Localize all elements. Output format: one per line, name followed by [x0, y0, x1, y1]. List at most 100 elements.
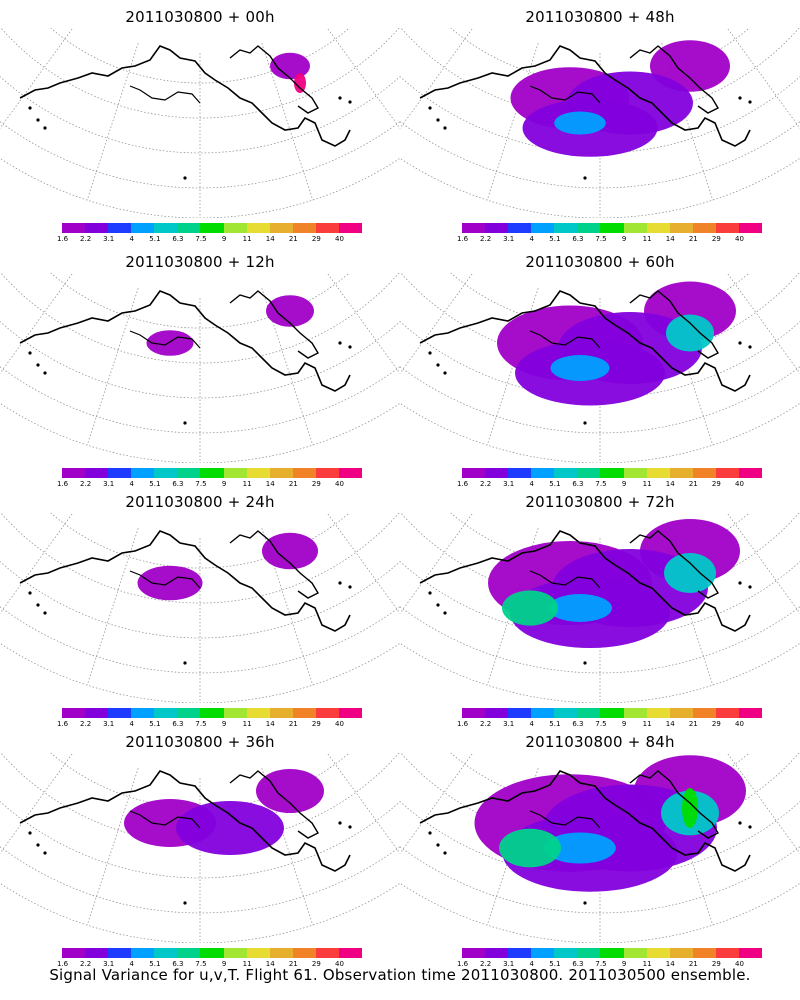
colorbar-label: 6.3 [172, 235, 184, 243]
colorbar-label: 29 [711, 480, 721, 488]
colorbar-label: 9 [221, 960, 227, 968]
island-marker [748, 345, 752, 349]
colorbar-label: 7.5 [595, 480, 607, 488]
colorbar-label: 2.2 [80, 960, 92, 968]
colorbar-swatch [62, 223, 86, 233]
colorbar-label: 4 [129, 960, 134, 968]
coastline [19, 290, 351, 392]
variance-shading [146, 295, 314, 356]
latitude-gridline [0, 513, 400, 604]
longitude-gridline [0, 273, 74, 374]
colorbar-swatch [600, 468, 624, 478]
colorbar-label: 6.3 [172, 480, 184, 488]
latitude-gridline [400, 846, 800, 914]
island-marker [348, 825, 352, 829]
colorbar-label: 9 [621, 235, 627, 243]
colorbar-label: 6.3 [172, 960, 184, 968]
latitude-gridline [450, 28, 750, 84]
colorbar-label: 40 [334, 720, 344, 728]
colorbar-labels: 1.6 2.2 3.1 4 5.1 6.3 7.5 9 11 14 21 29 40 [452, 720, 772, 730]
colorbar-label: 29 [311, 235, 321, 243]
colorbar-swatch [269, 223, 293, 233]
map-panel: 2011030800 + 72h 1.6 2.2 3.1 4 5.1 6.3 7.5 9 11 14… [400, 485, 800, 730]
colorbar [62, 948, 363, 958]
colorbar-swatch [600, 223, 624, 233]
colorbar-label: 29 [311, 960, 321, 968]
colorbar-label: 14 [665, 480, 675, 488]
island-marker [738, 581, 742, 585]
island-marker [436, 843, 440, 847]
longitude-gridline [400, 753, 438, 793]
longitude-gridline [400, 28, 438, 68]
colorbar-label: 40 [334, 480, 344, 488]
polar-map [0, 753, 400, 943]
colorbar-label: 2.2 [80, 720, 92, 728]
colorbar-labels: 1.6 2.2 3.1 4 5.1 6.3 7.5 9 11 14 21 29 40 [52, 235, 372, 245]
colorbar-swatch [292, 948, 316, 958]
colorbar-swatch [200, 708, 224, 718]
variance-contour [554, 111, 606, 135]
map-panel: 2011030800 + 12h 1.6 2.2 3.1 4 5.1 6.3 7.5 9 11 14… [0, 245, 400, 490]
colorbar-label: 7.5 [195, 480, 207, 488]
island-marker [428, 106, 432, 110]
colorbar-label: 11 [242, 480, 252, 488]
colorbar-swatch [692, 948, 716, 958]
colorbar-label: 3.1 [103, 480, 115, 488]
colorbar-label: 5.1 [149, 960, 161, 968]
colorbar-swatch [531, 468, 555, 478]
colorbar-label: 4 [529, 720, 534, 728]
variance-contour [548, 594, 612, 622]
colorbar-label: 5.1 [549, 720, 561, 728]
coastline [129, 330, 201, 349]
latitude-gridline [450, 513, 750, 569]
longitude-gridline [486, 288, 539, 446]
colorbar-swatch [715, 223, 739, 233]
colorbar-swatch [485, 948, 509, 958]
polar-map [0, 273, 400, 463]
island-marker [183, 901, 187, 905]
longitude-gridline [486, 528, 539, 686]
longitude-gridline [261, 528, 314, 686]
latitude-gridline [0, 75, 400, 154]
colorbar-swatch [269, 708, 293, 718]
island-marker [338, 96, 342, 100]
coastline [229, 45, 319, 114]
variance-shading [270, 52, 310, 93]
colorbar-swatch [577, 468, 601, 478]
colorbar-label: 4 [129, 720, 134, 728]
colorbar [462, 708, 763, 718]
island-marker [738, 96, 742, 100]
island-marker [43, 126, 47, 130]
colorbar-label: 11 [642, 960, 652, 968]
latitude-gridline [0, 800, 400, 879]
colorbar-label: 2.2 [480, 720, 492, 728]
longitude-gridline [261, 43, 314, 201]
colorbar-swatch [269, 468, 293, 478]
coastline [529, 810, 601, 829]
latitude-gridline [50, 513, 350, 569]
colorbar-label: 6.3 [572, 480, 584, 488]
coastline [129, 570, 201, 589]
longitude-gridline [400, 513, 474, 614]
island-marker [436, 603, 440, 607]
longitude-gridline [86, 43, 139, 201]
colorbar-label: 4 [129, 480, 134, 488]
colorbar-label: 40 [734, 960, 744, 968]
colorbar-label: 14 [265, 235, 275, 243]
colorbar-swatch [623, 708, 647, 718]
variance-contour [502, 590, 558, 626]
colorbar [62, 468, 363, 478]
colorbar-swatch [177, 223, 201, 233]
colorbar-swatch [154, 948, 178, 958]
island-marker [348, 585, 352, 589]
colorbar-label: 1.6 [56, 480, 69, 488]
longitude-gridline [726, 513, 800, 614]
colorbar-label: 14 [265, 960, 275, 968]
colorbar-label: 2.2 [480, 235, 492, 243]
colorbar-swatch [338, 948, 363, 958]
latitude-gridline [0, 560, 400, 639]
longitude-gridline [86, 288, 139, 446]
colorbar-label: 4 [529, 235, 534, 243]
colorbar-label: 14 [665, 235, 675, 243]
colorbar-label: 40 [734, 235, 744, 243]
